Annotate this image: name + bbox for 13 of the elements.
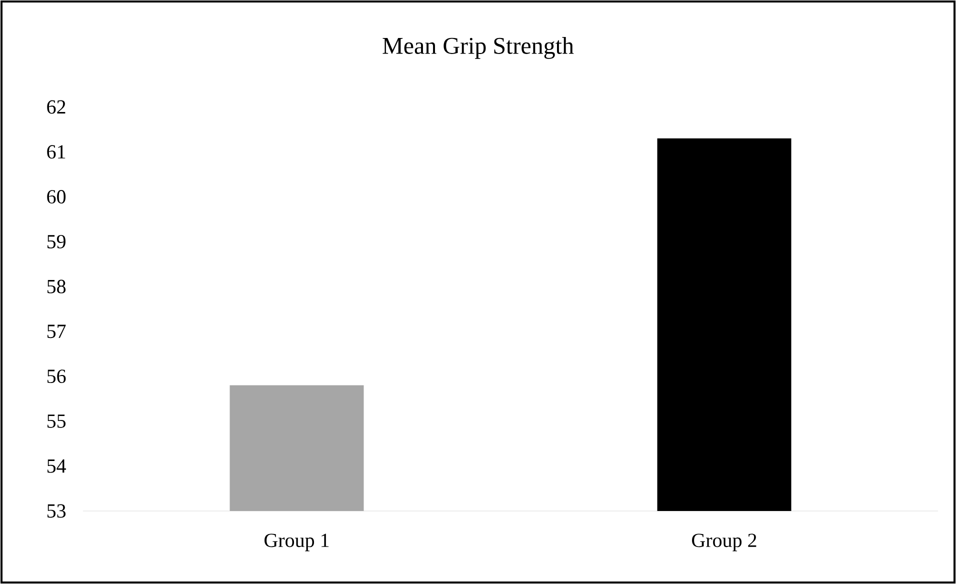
y-tick-label: 59	[47, 234, 66, 248]
x-tick-label: Group 2	[692, 534, 756, 552]
y-tick-label: 55	[47, 414, 66, 428]
chart-title: Mean Grip Strength	[382, 37, 574, 59]
y-tick-label: 57	[47, 324, 66, 338]
y-tick-label: 54	[47, 459, 66, 473]
y-tick-label: 58	[47, 280, 66, 294]
y-tick-label: 53	[47, 504, 66, 518]
x-tick-label: Group 1	[264, 534, 329, 552]
y-tick-label: 61	[47, 145, 66, 159]
y-tick-label: 62	[47, 100, 66, 114]
y-tick-label: 56	[47, 370, 66, 384]
y-tick-label: 60	[47, 190, 66, 204]
